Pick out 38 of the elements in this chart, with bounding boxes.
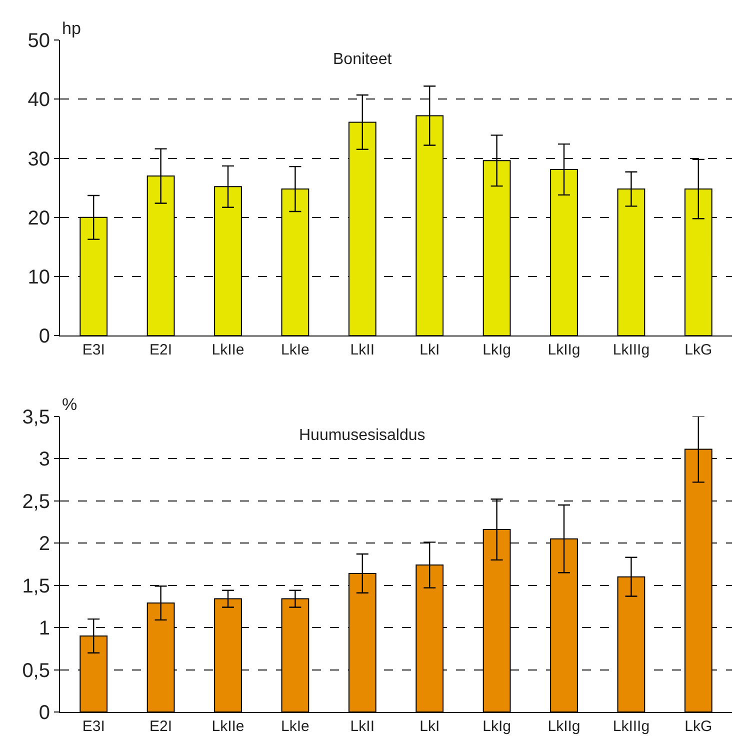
y-tick-label: 40 bbox=[28, 89, 50, 112]
x-tick-label: LkIg bbox=[482, 342, 511, 359]
x-tick-label: LkIg bbox=[482, 718, 511, 735]
y-tick-label: 30 bbox=[28, 148, 50, 170]
x-tick-label: E2I bbox=[150, 342, 172, 359]
x-tick-label: LkG bbox=[684, 342, 712, 359]
x-tick-label: LkI bbox=[420, 718, 440, 735]
x-tick-label: LkII bbox=[350, 342, 374, 359]
x-tick-label: LkG bbox=[684, 718, 712, 735]
y-tick-label: 2 bbox=[38, 533, 50, 556]
y-tick-label: 3 bbox=[38, 448, 50, 471]
y-tick-label: 3,5 bbox=[22, 406, 50, 428]
x-tick-label: E3I bbox=[82, 718, 105, 735]
y-tick-label: 0 bbox=[38, 702, 50, 724]
y-tick-label: 1 bbox=[38, 618, 50, 640]
x-tick-label: LkII bbox=[350, 718, 374, 735]
x-tick-label: LkIIIg bbox=[612, 718, 650, 735]
y-axis-title: % bbox=[62, 395, 78, 414]
y-axis-title: hp bbox=[62, 19, 81, 38]
y-tick-label: 0,5 bbox=[22, 660, 50, 682]
x-tick-label: E3I bbox=[82, 342, 105, 359]
x-tick-label: LkIIIg bbox=[612, 342, 650, 359]
x-tick-label: LkIIg bbox=[548, 718, 580, 735]
text: Huumusesisaldus bbox=[299, 427, 426, 444]
y-tick-label: 0 bbox=[38, 326, 50, 348]
y-tick-label: 1,5 bbox=[22, 575, 50, 598]
x-tick-label: E2I bbox=[150, 718, 172, 735]
y-tick-label: 2,5 bbox=[22, 490, 50, 513]
x-tick-label: LkIIe bbox=[212, 342, 244, 359]
x-tick-label: LkIIe bbox=[212, 718, 244, 735]
x-tick-label: LkIe bbox=[281, 342, 310, 359]
x-tick-label: LkI bbox=[420, 342, 440, 359]
y-tick-label: 50 bbox=[28, 30, 50, 52]
x-tick-label: LkIe bbox=[281, 718, 310, 735]
x-tick-label: LkIIg bbox=[548, 342, 580, 359]
y-tick-label: 10 bbox=[28, 266, 50, 289]
text: Boniteet bbox=[333, 51, 392, 68]
y-tick-label: 20 bbox=[28, 207, 50, 230]
